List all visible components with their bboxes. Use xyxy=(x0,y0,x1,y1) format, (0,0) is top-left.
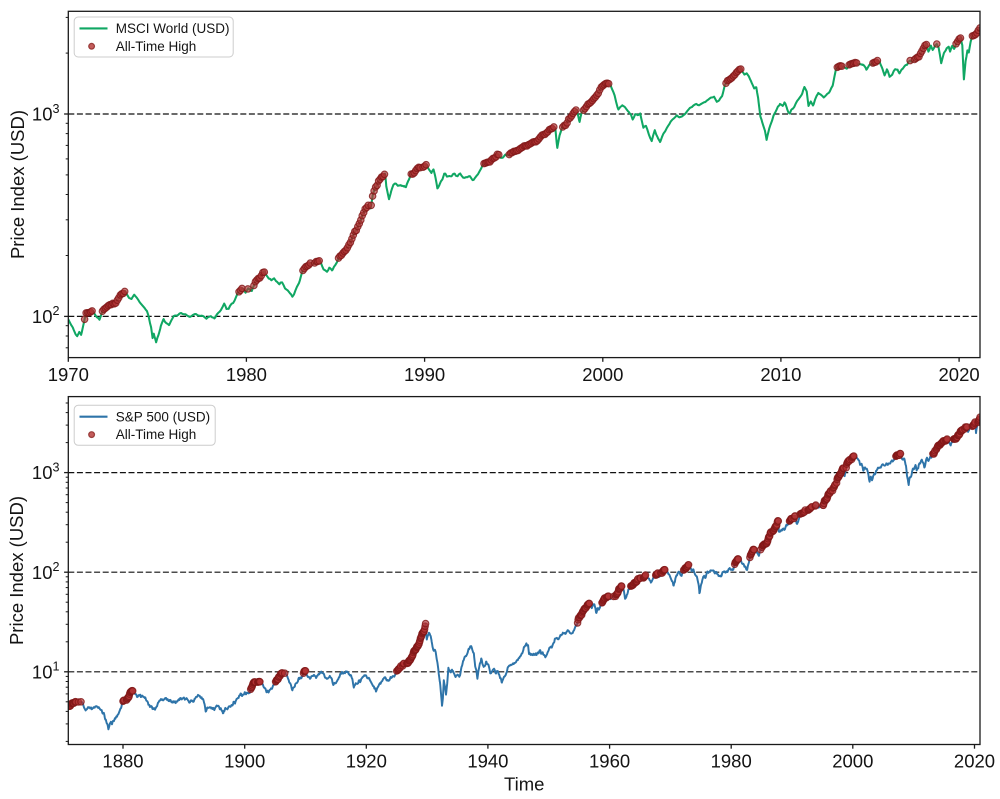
svg-text:1990: 1990 xyxy=(404,364,445,385)
svg-text:1920: 1920 xyxy=(346,750,387,771)
svg-text:S&P 500 (USD): S&P 500 (USD) xyxy=(116,410,210,425)
svg-text:2020: 2020 xyxy=(954,750,995,771)
svg-text:2000: 2000 xyxy=(582,364,623,385)
svg-text:2020: 2020 xyxy=(939,364,980,385)
svg-text:2010: 2010 xyxy=(760,364,801,385)
svg-text:1940: 1940 xyxy=(467,750,508,771)
svg-text:All-Time High: All-Time High xyxy=(116,39,197,54)
svg-text:All-Time High: All-Time High xyxy=(116,427,197,442)
svg-text:1960: 1960 xyxy=(589,750,630,771)
svg-text:2000: 2000 xyxy=(832,750,873,771)
svg-text:1970: 1970 xyxy=(48,364,89,385)
svg-text:1980: 1980 xyxy=(711,750,752,771)
svg-text:Price Index (USD): Price Index (USD) xyxy=(6,496,27,645)
svg-text:Price Index (USD): Price Index (USD) xyxy=(7,110,28,259)
svg-text:1900: 1900 xyxy=(224,750,265,771)
svg-text:1980: 1980 xyxy=(226,364,267,385)
svg-text:1880: 1880 xyxy=(102,750,143,771)
svg-text:MSCI World (USD): MSCI World (USD) xyxy=(116,21,230,36)
svg-text:Time: Time xyxy=(504,774,544,795)
